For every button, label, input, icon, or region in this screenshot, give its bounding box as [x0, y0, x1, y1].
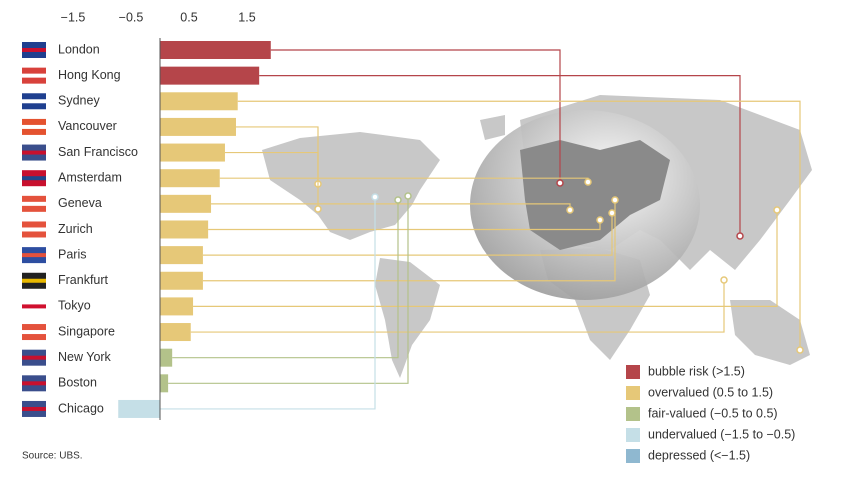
connector — [224, 151, 319, 209]
legend-swatch — [626, 365, 640, 379]
legend-label: undervalued (−1.5 to −0.5) — [648, 427, 795, 441]
flag-detail — [22, 201, 46, 206]
city-label: Paris — [58, 247, 86, 261]
flag-detail — [22, 99, 46, 104]
flag-detail — [22, 48, 46, 52]
x-tick-label: 0.5 — [180, 10, 197, 24]
x-tick-label: −0.5 — [119, 10, 144, 24]
connector — [168, 196, 409, 384]
bar — [160, 246, 203, 265]
connector — [270, 49, 561, 183]
flag-detail — [22, 150, 46, 155]
connector — [202, 213, 613, 256]
city-label: Singapore — [58, 324, 115, 338]
city-label: New York — [58, 350, 112, 364]
city-label: Frankfurt — [58, 273, 109, 287]
flag-detail — [22, 73, 46, 78]
legend-swatch — [626, 428, 640, 442]
bar — [160, 271, 203, 290]
city-label: San Francisco — [58, 145, 138, 159]
x-tick-label: −1.5 — [61, 10, 86, 24]
city-point — [584, 178, 592, 186]
flag-detail — [22, 355, 46, 360]
city-label: Sydney — [58, 94, 100, 108]
legend-label: fair-valued (−0.5 to 0.5) — [648, 406, 778, 420]
flag-detail — [22, 406, 46, 411]
connector — [193, 210, 778, 307]
legend-swatch — [626, 449, 640, 463]
flag-detail — [22, 278, 46, 283]
connector — [259, 75, 741, 236]
city-label: Hong Kong — [58, 68, 121, 82]
connector — [190, 280, 725, 333]
connector — [237, 100, 801, 350]
city-label: Tokyo — [58, 299, 91, 313]
city-label: Zurich — [58, 222, 93, 236]
city-point — [611, 196, 619, 204]
legend-label: bubble risk (>1.5) — [648, 364, 745, 378]
city-label: Chicago — [58, 401, 104, 415]
bar — [160, 348, 173, 367]
bar — [160, 143, 225, 162]
flag-detail — [22, 381, 46, 386]
city-label: Boston — [58, 376, 97, 390]
bar — [160, 374, 169, 393]
flag-detail — [22, 304, 46, 309]
city-point — [773, 206, 781, 214]
legend-swatch — [626, 386, 640, 400]
city-point — [796, 346, 804, 354]
bar — [160, 323, 191, 342]
bar — [160, 41, 271, 59]
bar — [118, 399, 160, 418]
city-point — [404, 192, 412, 200]
flag-detail — [22, 227, 46, 232]
bar — [160, 297, 194, 316]
flag-detail — [22, 176, 46, 181]
city-point — [556, 179, 564, 187]
city-label: Vancouver — [58, 119, 117, 133]
legend-label: depressed (<−1.5) — [648, 448, 750, 462]
city-label: London — [58, 42, 100, 56]
connector — [202, 200, 616, 282]
legend-label: overvalued (0.5 to 1.5) — [648, 385, 773, 399]
city-point — [736, 232, 744, 240]
bar — [160, 220, 209, 239]
flag-detail — [22, 253, 46, 258]
legend-swatch — [626, 407, 640, 421]
connector — [160, 197, 376, 410]
city-point — [394, 196, 402, 204]
bar — [160, 66, 260, 85]
city-point — [566, 206, 574, 214]
city-point — [371, 193, 379, 201]
city-label: Amsterdam — [58, 170, 122, 184]
bar — [160, 194, 212, 213]
flag-detail — [22, 124, 46, 129]
source: Source: UBS. — [22, 451, 83, 462]
city-point — [314, 205, 322, 213]
city-point — [720, 276, 728, 284]
flag-detail — [22, 330, 46, 335]
connector — [172, 200, 399, 359]
x-tick-label: 1.5 — [238, 10, 255, 24]
bar — [160, 92, 238, 111]
city-point — [596, 216, 604, 224]
city-label: Geneva — [58, 196, 102, 210]
city-point — [608, 209, 616, 217]
bar — [160, 117, 236, 136]
europe-map — [520, 140, 670, 250]
bar — [160, 169, 220, 188]
